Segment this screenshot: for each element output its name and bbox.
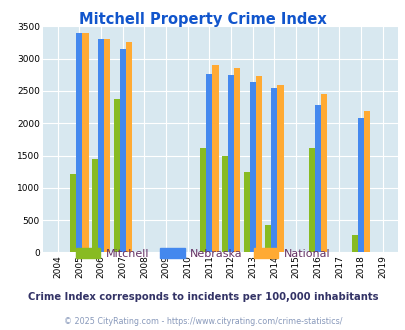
Bar bbox=[249, 82, 255, 252]
Text: © 2025 CityRating.com - https://www.cityrating.com/crime-statistics/: © 2025 CityRating.com - https://www.city… bbox=[64, 317, 341, 326]
Bar bbox=[104, 39, 110, 252]
Bar bbox=[126, 42, 132, 252]
Bar bbox=[320, 94, 326, 252]
Text: Crime Index corresponds to incidents per 100,000 inhabitants: Crime Index corresponds to incidents per… bbox=[28, 292, 377, 302]
Legend: Mitchell, Nebraska, National: Mitchell, Nebraska, National bbox=[71, 244, 334, 263]
Bar bbox=[82, 33, 88, 252]
Bar bbox=[212, 64, 218, 252]
Bar bbox=[277, 84, 283, 252]
Bar bbox=[119, 49, 126, 252]
Text: Mitchell Property Crime Index: Mitchell Property Crime Index bbox=[79, 12, 326, 26]
Bar bbox=[113, 99, 119, 252]
Bar bbox=[76, 33, 82, 252]
Bar bbox=[271, 88, 277, 252]
Bar bbox=[206, 74, 212, 252]
Bar bbox=[255, 76, 261, 252]
Bar bbox=[222, 155, 228, 252]
Bar bbox=[351, 235, 357, 252]
Bar bbox=[70, 174, 76, 252]
Bar bbox=[357, 118, 363, 252]
Bar bbox=[243, 172, 249, 252]
Bar bbox=[98, 39, 104, 252]
Bar bbox=[264, 225, 271, 252]
Bar bbox=[228, 75, 234, 252]
Bar bbox=[308, 148, 314, 252]
Bar bbox=[92, 159, 98, 252]
Bar bbox=[314, 105, 320, 252]
Bar bbox=[363, 111, 369, 252]
Bar bbox=[200, 148, 206, 252]
Bar bbox=[234, 68, 240, 252]
